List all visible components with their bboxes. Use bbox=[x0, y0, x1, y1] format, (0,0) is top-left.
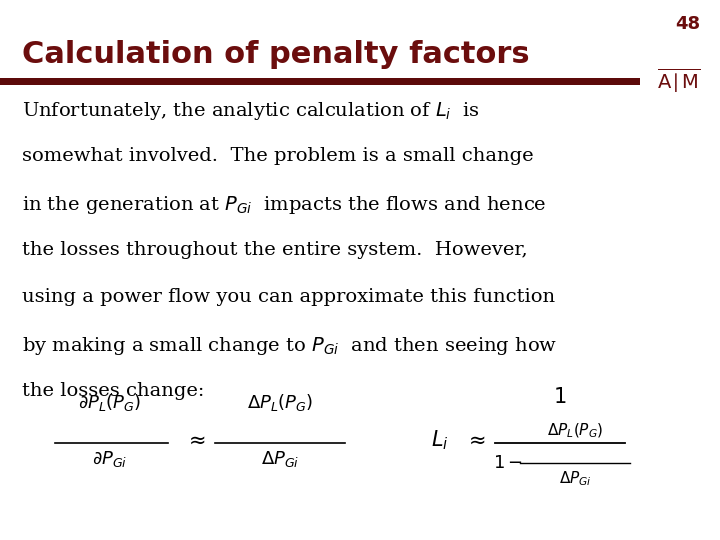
Text: $\Delta P_L(P_G)$: $\Delta P_L(P_G)$ bbox=[546, 422, 603, 440]
Text: $\partial P_{Gi}$: $\partial P_{Gi}$ bbox=[92, 449, 127, 469]
Text: $\approx$: $\approx$ bbox=[184, 430, 206, 449]
Text: Unfortunately, the analytic calculation of $L_i$  is: Unfortunately, the analytic calculation … bbox=[22, 100, 480, 122]
Text: somewhat involved.  The problem is a small change: somewhat involved. The problem is a smal… bbox=[22, 147, 534, 165]
Text: by making a small change to $P_{Gi}$  and then seeing how: by making a small change to $P_{Gi}$ and… bbox=[22, 335, 557, 357]
Text: $1$: $1$ bbox=[553, 387, 567, 407]
Text: $\partial P_L(P_G)$: $\partial P_L(P_G)$ bbox=[78, 392, 142, 413]
Text: $1-$: $1-$ bbox=[493, 454, 523, 472]
Text: $\Delta P_L(P_G)$: $\Delta P_L(P_G)$ bbox=[247, 392, 313, 413]
Text: $\Delta P_{Gi}$: $\Delta P_{Gi}$ bbox=[261, 449, 300, 469]
Text: $\Delta P_{Gi}$: $\Delta P_{Gi}$ bbox=[559, 469, 591, 488]
Text: using a power flow you can approximate this function: using a power flow you can approximate t… bbox=[22, 288, 555, 306]
Text: Calculation of penalty factors: Calculation of penalty factors bbox=[22, 40, 530, 69]
Text: the losses change:: the losses change: bbox=[22, 382, 204, 400]
Bar bbox=[0, 78, 640, 85]
Text: 48: 48 bbox=[675, 15, 700, 33]
Text: $L_i$: $L_i$ bbox=[431, 428, 449, 452]
Text: in the generation at $P_{Gi}$  impacts the flows and hence: in the generation at $P_{Gi}$ impacts th… bbox=[22, 194, 546, 216]
Text: the losses throughout the entire system.  However,: the losses throughout the entire system.… bbox=[22, 241, 528, 259]
Text: $\overline{\mathrm{A}\!\mid\!\mathrm{M}}$: $\overline{\mathrm{A}\!\mid\!\mathrm{M}}… bbox=[657, 66, 701, 94]
Text: $\approx$: $\approx$ bbox=[464, 430, 486, 449]
